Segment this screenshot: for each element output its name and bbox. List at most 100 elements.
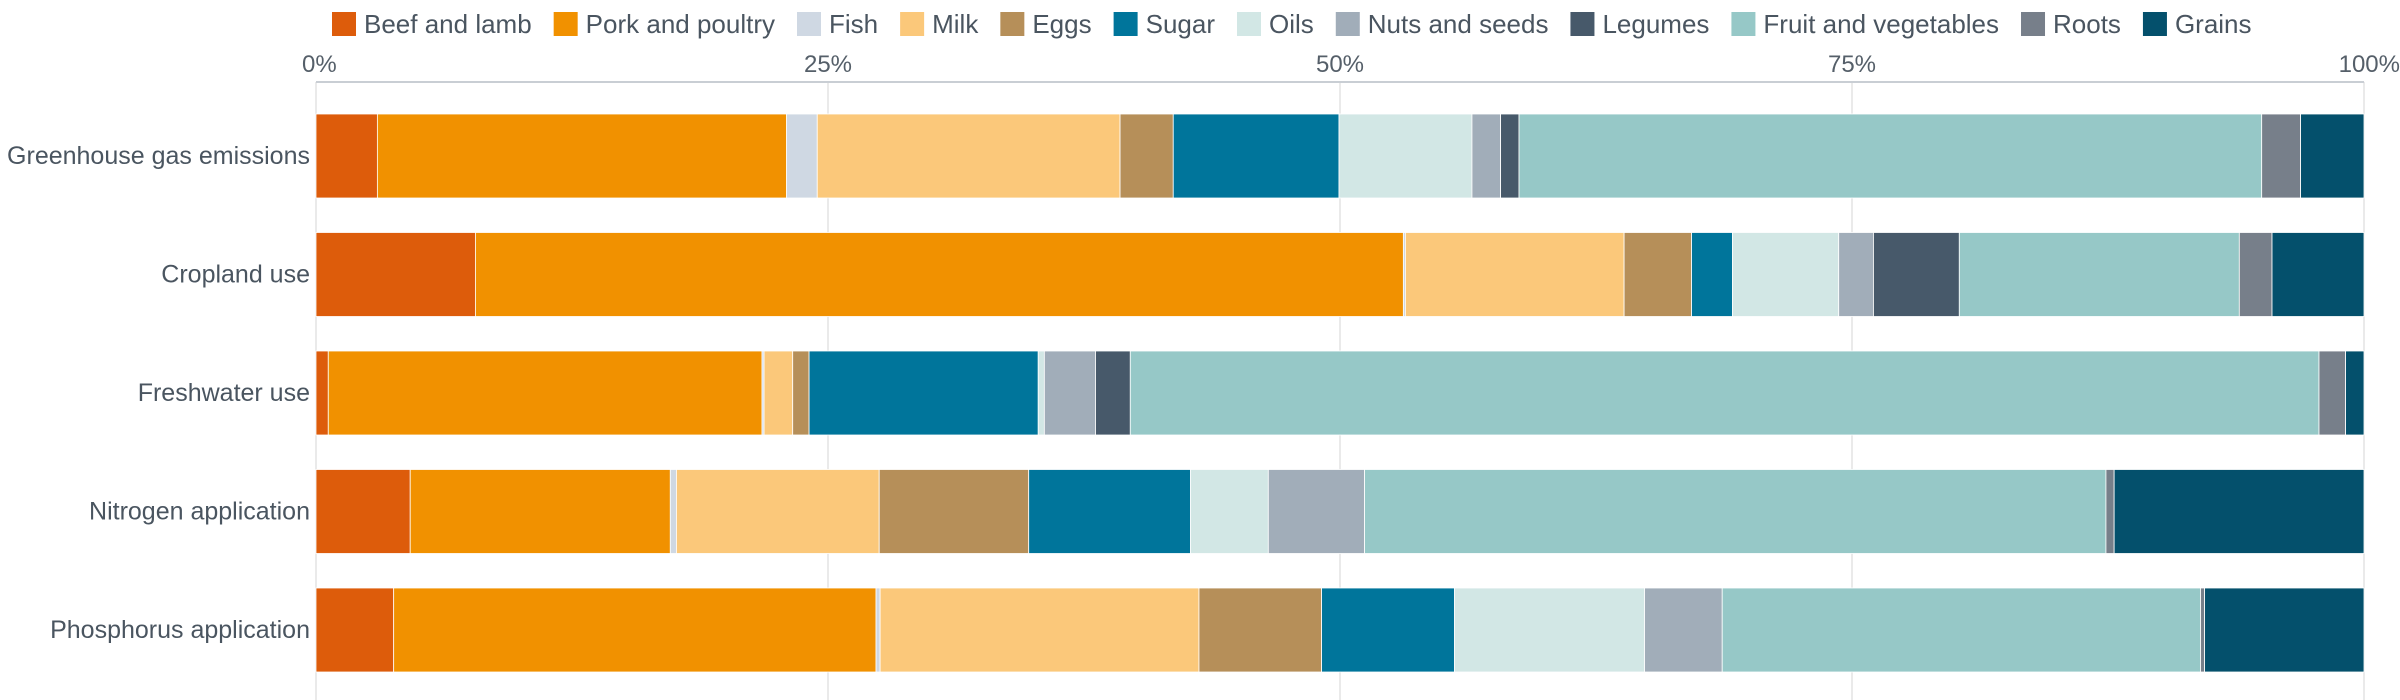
bar-segment-pork-and-poultry[interactable]: Pork and poultry: 45.4%: [475, 232, 1404, 317]
bar-segment-eggs[interactable]: Eggs: 3.3%: [1623, 232, 1692, 317]
legend-swatch: [1731, 12, 1756, 36]
bar-segment-roots[interactable]: Roots: 0.2%: [2200, 587, 2205, 673]
bar-segment-pork-and-poultry[interactable]: Pork and poultry: 20%: [376, 113, 787, 199]
legend-swatch: [1570, 12, 1595, 36]
bar-segment-milk[interactable]: Milk: 14.8%: [816, 113, 1121, 199]
bar-segment-roots[interactable]: Roots: 0.4%: [2105, 469, 2115, 554]
x-axis: 0% 25% 50% 75% 100%: [302, 51, 2400, 83]
bar-segment-roots[interactable]: Roots: 1.3%: [2318, 350, 2346, 436]
bar-segment-eggs[interactable]: Eggs: 2.6%: [1119, 113, 1174, 199]
legend-item-roots[interactable]: Roots: [2021, 9, 2121, 39]
bar-segment-grains[interactable]: Grains: 0.9%: [2345, 350, 2365, 436]
bar-segment-legumes[interactable]: Legumes: 4.2%: [1873, 232, 1960, 317]
bar-segment-pork-and-poultry[interactable]: Pork and poultry: 23.6%: [393, 587, 877, 673]
legend-swatch: [1113, 12, 1138, 36]
bar-segment-sugar[interactable]: Sugar: 6.5%: [1321, 587, 1455, 673]
legend-swatch: [1335, 12, 1360, 36]
legend-swatch: [797, 12, 821, 36]
bar-segment-nuts-and-seeds[interactable]: Nuts and seeds: 3.8%: [1644, 587, 1723, 673]
bar-segment-beef-and-lamb[interactable]: Beef and lamb: 3.8%: [315, 587, 395, 673]
bar-segment-fruit-and-vegetables[interactable]: Fruit and vegetables: 36.2%: [1364, 469, 2107, 554]
bar-segment-beef-and-lamb[interactable]: Beef and lamb: 4.6%: [315, 469, 411, 554]
x-tick-label: 75%: [1828, 51, 1876, 78]
bar-segment-fruit-and-vegetables[interactable]: Fruit and vegetables: 58.1%: [1129, 350, 2320, 436]
bar-segment-beef-and-lamb[interactable]: Beef and lamb: 7.8%: [315, 232, 476, 317]
legend-label: Beef and lamb: [364, 9, 532, 39]
bar-segment-oils[interactable]: Oils: 3.8%: [1190, 469, 1269, 554]
legend-item-eggs[interactable]: Eggs: [1000, 9, 1092, 39]
bar-segment-fish[interactable]: Fish: 0.3%: [669, 469, 677, 554]
bar-segment-fish[interactable]: Fish: 1.5%: [786, 113, 818, 199]
legend-item-fruit-and-vegetables[interactable]: Fruit and vegetables: [1731, 9, 1999, 39]
x-tick-label: 0%: [302, 51, 337, 78]
legend-item-pork-and-poultry[interactable]: Pork and poultry: [553, 9, 775, 39]
bar-segment-fruit-and-vegetables[interactable]: Fruit and vegetables: 13.7%: [1958, 232, 2240, 317]
legend-item-sugar[interactable]: Sugar: [1113, 9, 1216, 39]
legend-item-oils[interactable]: Oils: [1237, 9, 1314, 39]
bar-segment-sugar[interactable]: Sugar: 2%: [1691, 232, 1733, 317]
category-label: Phosphorus application: [50, 616, 310, 644]
bar-segment-nuts-and-seeds[interactable]: Nuts and seeds: 1.7%: [1838, 232, 1874, 317]
category-label: Nitrogen application: [89, 498, 310, 526]
bar-segment-oils[interactable]: Oils: 5.2%: [1732, 232, 1840, 317]
legend-label: Sugar: [1146, 9, 1216, 39]
y-axis: Greenhouse gas emissions Cropland use Fres…: [7, 142, 310, 644]
legend-label: Fish: [829, 9, 878, 39]
bar-row-cropland-use: Beef and lamb: 7.8%Pork and poultry: 45.…: [315, 232, 2365, 317]
bar-segment-nuts-and-seeds[interactable]: Nuts and seeds: 1.4%: [1471, 113, 1502, 199]
legend-item-beef-and-lamb[interactable]: Beef and lamb: [332, 9, 532, 39]
bar-segment-roots[interactable]: Roots: 1.9%: [2261, 113, 2301, 199]
bar-segment-roots[interactable]: Roots: 1.6%: [2238, 232, 2273, 317]
bar-segment-milk[interactable]: Milk: 9.9%: [676, 469, 880, 554]
bar-segment-grains[interactable]: Grains: 12.2%: [2113, 469, 2365, 554]
bar-segment-eggs[interactable]: Eggs: 6%: [1198, 587, 1323, 673]
bar-segment-grains[interactable]: Grains: 4.5%: [2271, 232, 2365, 317]
bar-segment-beef-and-lamb[interactable]: Beef and lamb: 0.6%: [315, 350, 329, 436]
legend-label: Fruit and vegetables: [1763, 9, 1999, 39]
bar-segment-sugar[interactable]: Sugar: 7.9%: [1028, 469, 1191, 554]
bar-segment-pork-and-poultry[interactable]: Pork and poultry: 12.7%: [409, 469, 671, 554]
bars: Beef and lamb: 3%Pork and poultry: 20%Fi…: [315, 113, 2365, 673]
bar-segment-grains[interactable]: Grains: 3.1%: [2300, 113, 2365, 199]
bar-segment-milk[interactable]: Milk: 10.7%: [1405, 232, 1625, 317]
legend-label: Roots: [2053, 9, 2121, 39]
bar-segment-eggs[interactable]: Eggs: 0.8%: [792, 350, 810, 436]
legend-swatch: [2142, 12, 2167, 36]
legend-item-grains[interactable]: Grains: [2142, 9, 2252, 39]
bar-segment-milk[interactable]: Milk: 1.4%: [763, 350, 794, 436]
bar-segment-legumes[interactable]: Legumes: 0.9%: [1500, 113, 1520, 199]
category-label: Cropland use: [161, 261, 310, 289]
bar-segment-pork-and-poultry[interactable]: Pork and poultry: 21.2%: [327, 350, 763, 436]
x-tick-label: 100%: [2339, 51, 2400, 78]
legend-swatch: [553, 12, 578, 36]
category-label: Freshwater use: [138, 379, 310, 407]
bar-segment-oils[interactable]: Oils: 9.3%: [1454, 587, 1645, 673]
bar-segment-sugar[interactable]: Sugar: 11.2%: [808, 350, 1039, 436]
bar-segment-beef-and-lamb[interactable]: Beef and lamb: 3%: [315, 113, 378, 199]
bar-segment-nuts-and-seeds[interactable]: Nuts and seeds: 4.7%: [1267, 469, 1365, 554]
bar-segment-fruit-and-vegetables[interactable]: Fruit and vegetables: 36.3%: [1518, 113, 2263, 199]
bar-row-greenhouse-gas-emissions: Beef and lamb: 3%Pork and poultry: 20%Fi…: [315, 113, 2365, 199]
bar-segment-oils[interactable]: Oils: 6.5%: [1338, 113, 1473, 199]
bar-segment-milk[interactable]: Milk: 15.6%: [879, 587, 1200, 673]
bar-segment-fish[interactable]: Fish: 0.2%: [875, 587, 881, 673]
legend-label: Oils: [1269, 9, 1314, 39]
legend-label: Milk: [932, 9, 979, 39]
bar-segment-grains[interactable]: Grains: 7.8%: [2204, 587, 2365, 673]
legend-label: Nuts and seeds: [1368, 9, 1549, 39]
legend: Beef and lamb Pork and poultry Fish Milk Egg…: [332, 9, 2252, 39]
legend-item-nuts-and-seeds[interactable]: Nuts and seeds: [1335, 9, 1549, 39]
legend-item-legumes[interactable]: Legumes: [1570, 9, 1709, 39]
bar-segment-eggs[interactable]: Eggs: 7.3%: [878, 469, 1030, 554]
legend-item-milk[interactable]: Milk: [900, 9, 979, 39]
legend-label: Legumes: [1602, 9, 1709, 39]
bar-segment-legumes[interactable]: Legumes: 1.7%: [1095, 350, 1131, 436]
bar-segment-sugar[interactable]: Sugar: 8.1%: [1172, 113, 1340, 199]
category-label: Greenhouse gas emissions: [7, 142, 310, 170]
legend-label: Grains: [2175, 9, 2252, 39]
bar-segment-nuts-and-seeds[interactable]: Nuts and seeds: 2.5%: [1043, 350, 1096, 436]
bar-segment-oils[interactable]: Oils: 0.3%: [1037, 350, 1045, 436]
legend-item-fish[interactable]: Fish: [797, 9, 878, 39]
bar-segment-fruit-and-vegetables[interactable]: Fruit and vegetables: 23.4%: [1721, 587, 2201, 673]
